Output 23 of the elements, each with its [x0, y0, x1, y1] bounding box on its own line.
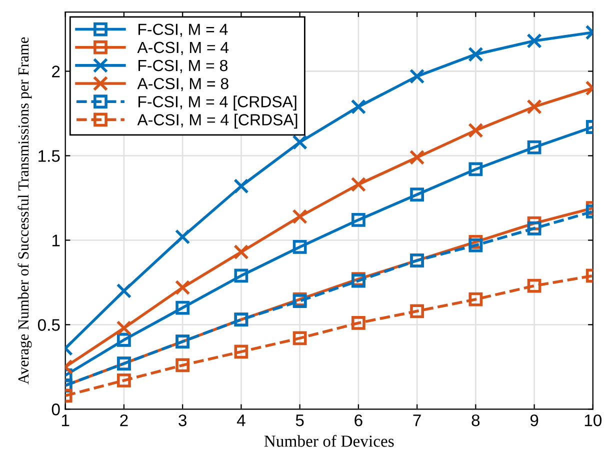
x-axis-title: Number of Devices [264, 434, 394, 447]
x-tick-label: 8 [472, 414, 480, 426]
x-tick-label: 4 [236, 414, 246, 426]
legend-label: F-CSI, M = 8 [138, 60, 228, 74]
legend-label: A-CSI, M = 4 [CRDSA] [137, 114, 298, 129]
x-tick-label: 7 [413, 414, 421, 426]
x-tick-label: 9 [530, 414, 538, 426]
y-tick-label: 1 [52, 234, 60, 246]
y-tick-label: 0.5 [38, 319, 60, 331]
x-tick-label: 3 [178, 414, 186, 426]
x-tick-label: 5 [296, 414, 304, 426]
x-tick-label: 1 [62, 414, 70, 426]
legend-label: F-CSI, M = 4 [138, 24, 228, 37]
x-tick-label: 6 [354, 414, 362, 426]
legend-label: A-CSI, M = 4 [137, 42, 229, 55]
legend-label: A-CSI, M = 8 [137, 78, 228, 92]
y-tick-label: 2 [52, 66, 60, 78]
x-tick-label: 10 [584, 414, 602, 426]
y-tick-label: 0 [52, 404, 60, 416]
y-axis-title: Average Number of Successful Transmissions per Frame [18, 37, 32, 384]
y-tick-label: 1.5 [38, 150, 60, 162]
legend-label: F-CSI, M = 4 [CRDSA] [138, 96, 296, 111]
x-tick-label: 2 [120, 414, 128, 426]
